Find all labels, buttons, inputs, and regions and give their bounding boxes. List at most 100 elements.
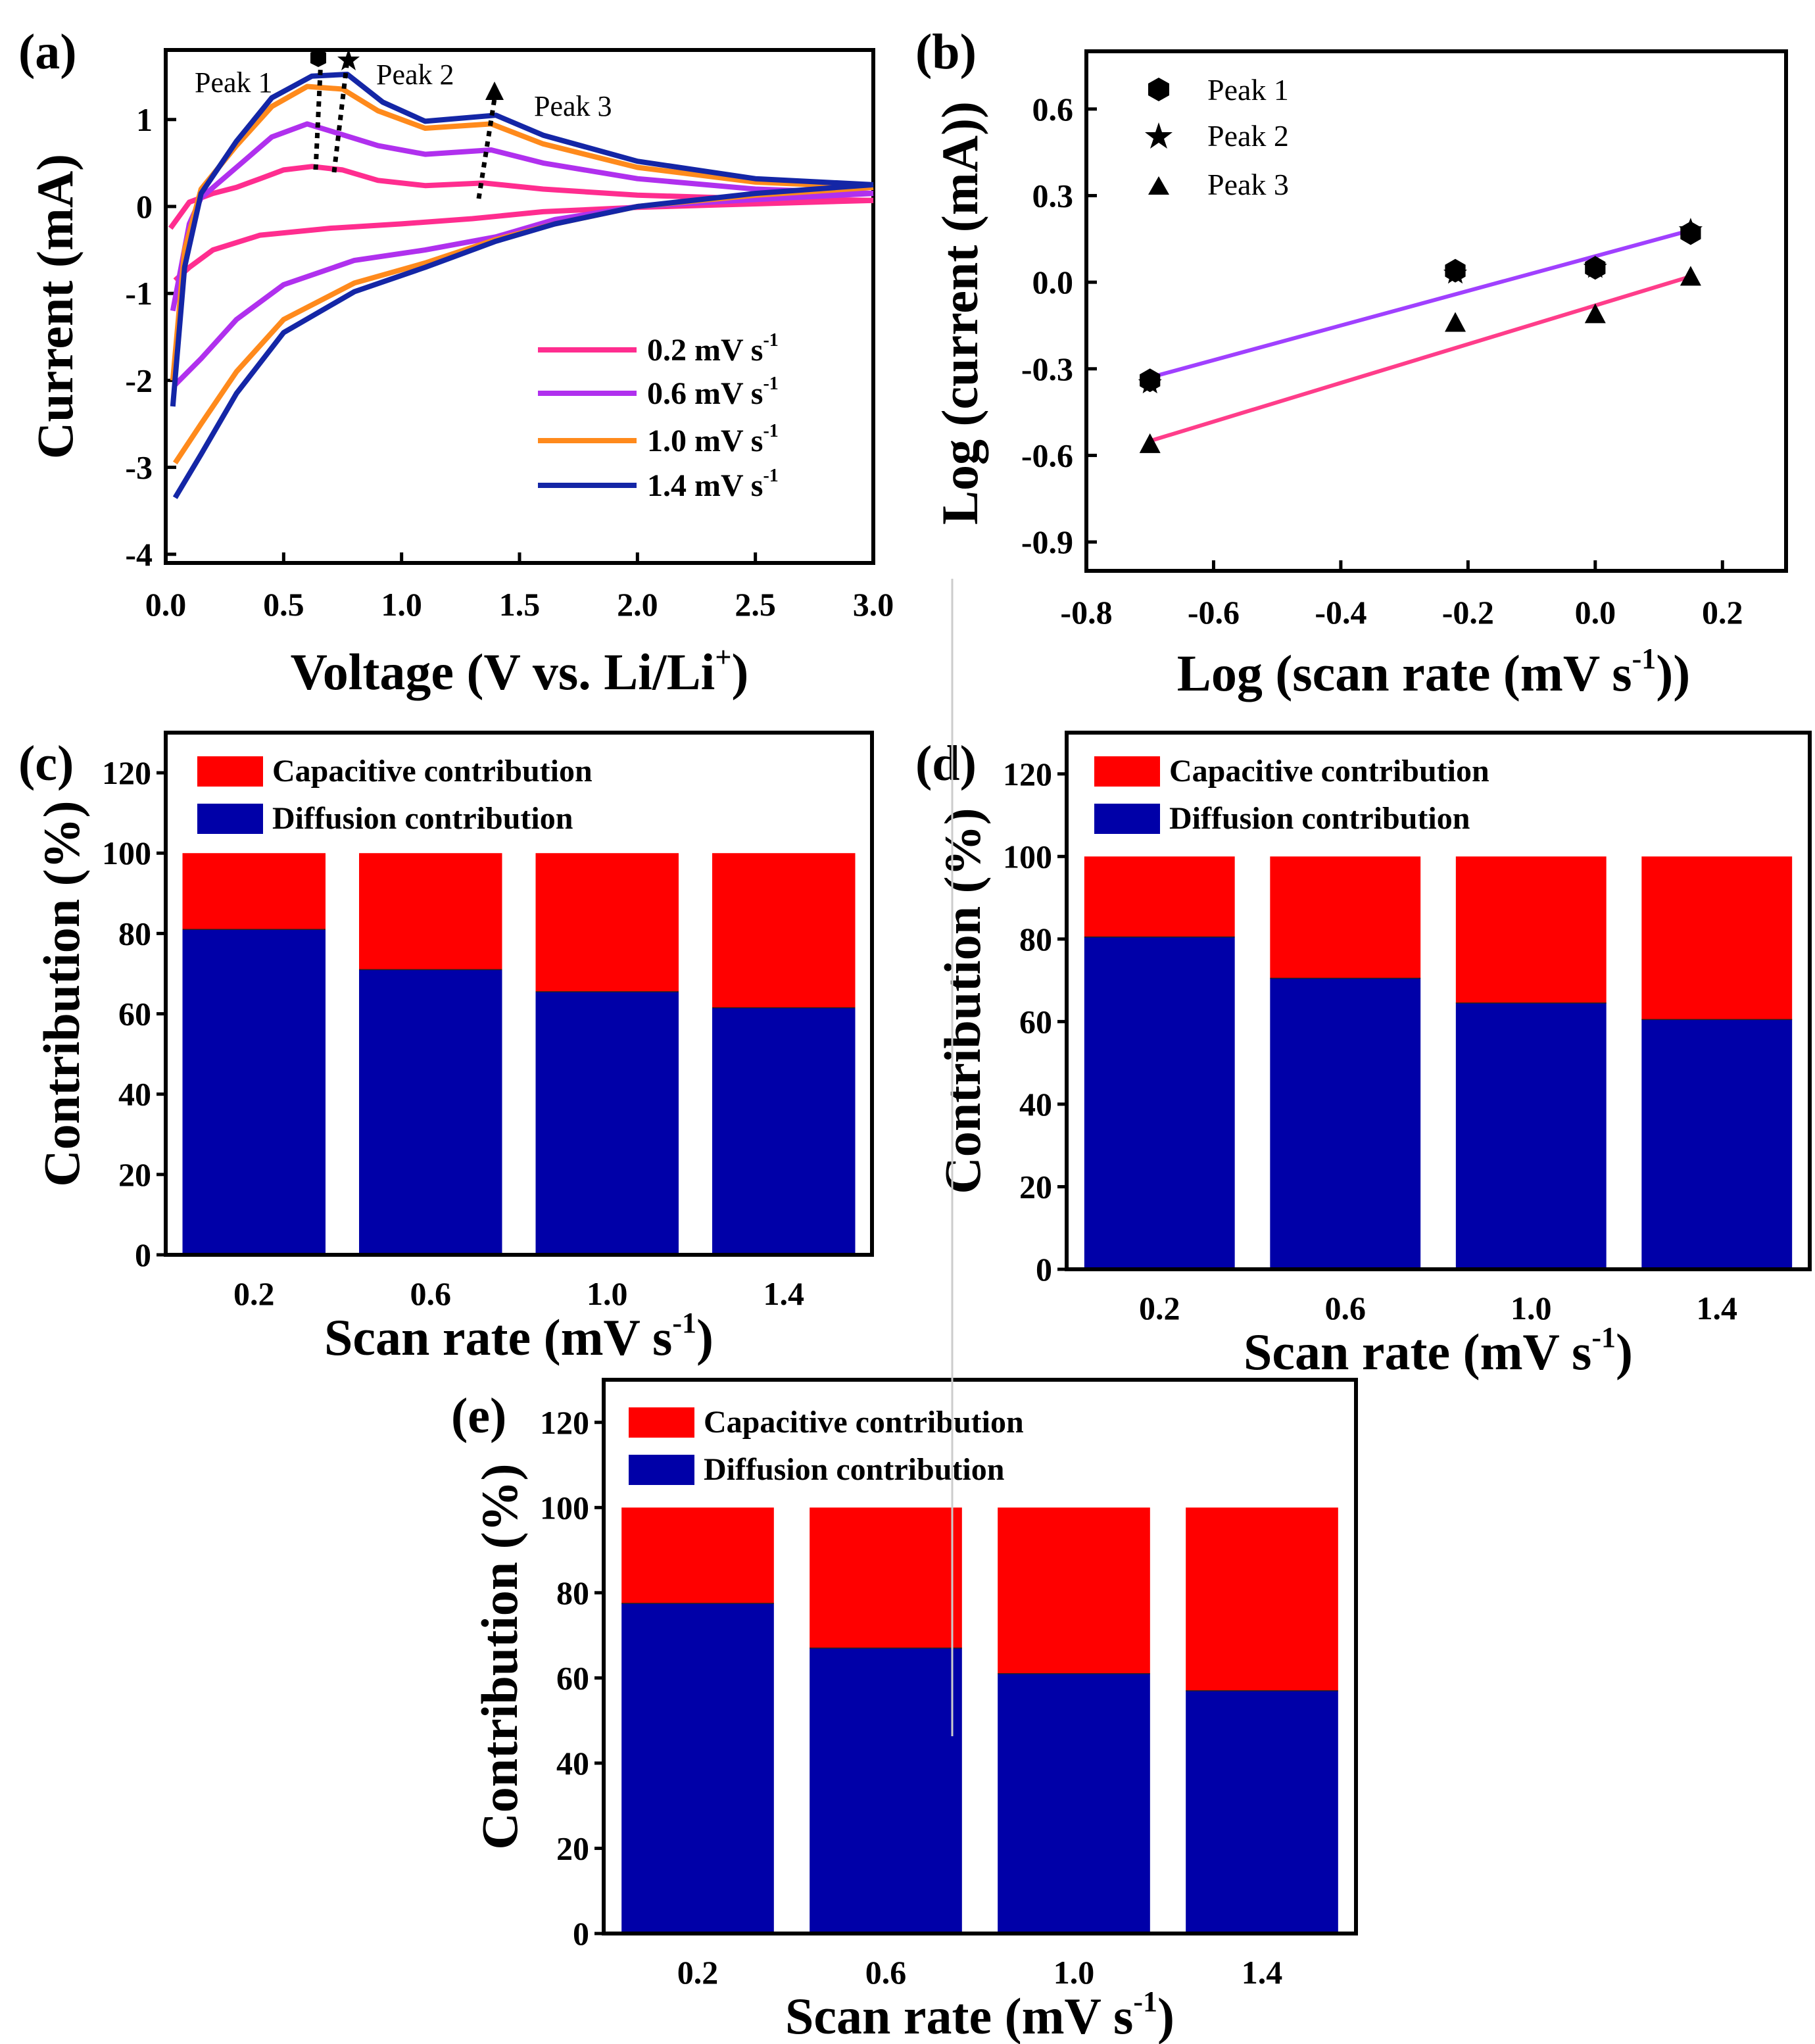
legend-diffusion-swatch [197,804,263,834]
legend-diffusion-swatch [1094,804,1160,834]
bar-ytick-label: 0 [135,1236,151,1273]
legend-star-marker [1145,122,1173,149]
point-star [1583,255,1607,278]
b-xtick-label: -0.6 [1188,594,1240,631]
bar-ytick-label: 120 [102,754,151,791]
panel-a-y-ticks: 1 0 -1 -2 -3 -4 [125,101,176,573]
a-ytick-label: -1 [125,275,153,312]
b-ytick-label: 0.6 [1032,91,1074,128]
bar-diffusion [810,1648,962,1934]
bar-xtick-label: 0.6 [1325,1290,1367,1326]
b-ytick-label: -0.6 [1021,437,1073,474]
point-triangle [1445,312,1466,332]
bar-ytick-label: 20 [1019,1168,1052,1205]
legend-label-1.0: 1.0 mV s-1 [647,421,779,458]
bar-diffusion [1186,1690,1338,1934]
bar-xtick-label: 1.0 [587,1275,628,1312]
bar-xtick-label: 0.2 [233,1275,275,1312]
bar-ytick-label: 60 [1019,1003,1052,1040]
panel-b-points [1138,218,1703,453]
bar-xtick-label: 0.2 [677,1954,719,1991]
peak1-hexagon-marker [310,49,326,67]
fit-line [1149,274,1691,443]
a-xtick-label: 2.0 [617,586,658,623]
legend-diffusion-label: Diffusion contribution [1169,801,1470,836]
a-xtick-label: 2.5 [735,586,776,623]
bar-ytick-label: 80 [556,1574,589,1611]
legend-label-1.4: 1.4 mV s-1 [647,466,779,503]
bar-capacitive [1455,856,1607,1004]
peak1-guide [313,59,324,170]
fit-line [1149,228,1691,379]
bar-diffusion [1270,978,1421,1269]
panel-b: (b) 0.60.30.0-0.3-0.6-0.9 -0.8 -0.6 -0.4 -0… [915,24,1788,702]
bar-diffusion [1641,1019,1793,1269]
point-triangle [1139,433,1161,453]
peak2-star-marker [337,49,360,70]
b-ytick-label: 0.0 [1032,264,1074,301]
bar-xtick-label: 1.4 [763,1275,805,1312]
legend-capacitive-swatch [197,756,263,787]
bar-ytick-label: 0 [1036,1251,1052,1288]
legend-diffusion-label: Diffusion contribution [704,1452,1004,1487]
bar-xtick-label: 1.0 [1511,1290,1552,1326]
panel-b-x-ticks: -0.8 -0.6 -0.4 -0.2 0.0 0.2 [1060,560,1743,631]
cv-curve-cathodic [172,182,874,499]
bar-capacitive [1641,856,1793,1020]
a-ytick-label: 1 [136,101,153,138]
bar-capacitive [998,1507,1150,1674]
panel-c-label: (c) [18,736,74,791]
bar-ytick-label: 40 [556,1745,589,1782]
panel-d: (d) 0.2 0.6 1.0 1.4 0 20 40 60 80 100 120 Capacitive… [915,731,1812,1380]
panel-d-x-title: Scan rate (mV s-1) [1244,1321,1633,1380]
panel-e-y-title: Contribution (%) [471,1463,528,1849]
point-star [1443,260,1468,284]
bar-xtick-label: 0.6 [865,1954,907,1991]
panel-b-y-title: Log (current (mA)) [931,101,988,525]
bar-diffusion [535,991,679,1255]
bar-xtick-label: 1.4 [1697,1290,1738,1326]
point-triangle [1680,266,1701,286]
cv-curve-anodic [170,72,874,407]
legend-label-0.6: 0.6 mV s-1 [647,374,779,411]
panel-e-x-title: Scan rate (mV s-1) [785,1985,1174,2044]
bar-capacitive [182,853,326,930]
peak3-triangle-marker [485,82,504,100]
bar-ytick-label: 100 [102,835,151,871]
bar-diffusion [359,969,502,1255]
legend-capacitive-label: Capacitive contribution [1169,754,1489,789]
bar-ytick-label: 80 [1019,921,1052,958]
bar-diffusion [1084,937,1235,1269]
bar-capacitive [535,853,679,992]
legend-peak3: Peak 3 [1207,168,1289,201]
bar-capacitive [1084,856,1235,937]
legend-capacitive-swatch [629,1407,694,1438]
bar-xtick-label: 0.2 [1139,1290,1180,1326]
bar-diffusion [621,1603,774,1934]
a-xtick-label: 0.0 [145,586,187,623]
a-xtick-label: 0.5 [263,586,304,623]
bar-ytick-label: 20 [118,1156,151,1193]
panel-e-label: (e) [451,1388,506,1444]
a-xtick-label: 1.0 [381,586,422,623]
b-ytick-label: -0.3 [1021,351,1073,387]
panel-e-frame [602,1378,1358,1935]
legend-triangle-marker [1148,176,1169,195]
legend-capacitive-swatch [1094,756,1160,787]
peak1-label: Peak 1 [195,66,273,99]
bar-diffusion [712,1008,856,1255]
cv-curve-anodic [168,164,874,230]
bar-ytick-label: 100 [540,1489,589,1526]
bar-ytick-label: 40 [118,1076,151,1113]
legend-peak1: Peak 1 [1207,73,1289,107]
cv-curve-cathodic [173,197,874,283]
bar-ytick-label: 60 [118,996,151,1033]
panel-a-x-ticks: 0.0 0.5 1.0 1.5 2.0 2.5 3.0 [145,552,894,623]
bar-capacitive [621,1507,774,1604]
b-xtick-label: 0.0 [1575,594,1616,631]
legend-diffusion-label: Diffusion contribution [272,801,573,836]
peak3-guide [476,98,497,199]
panel-d-y-title: Contribution (%) [934,808,991,1194]
b-xtick-label: -0.2 [1442,594,1494,631]
